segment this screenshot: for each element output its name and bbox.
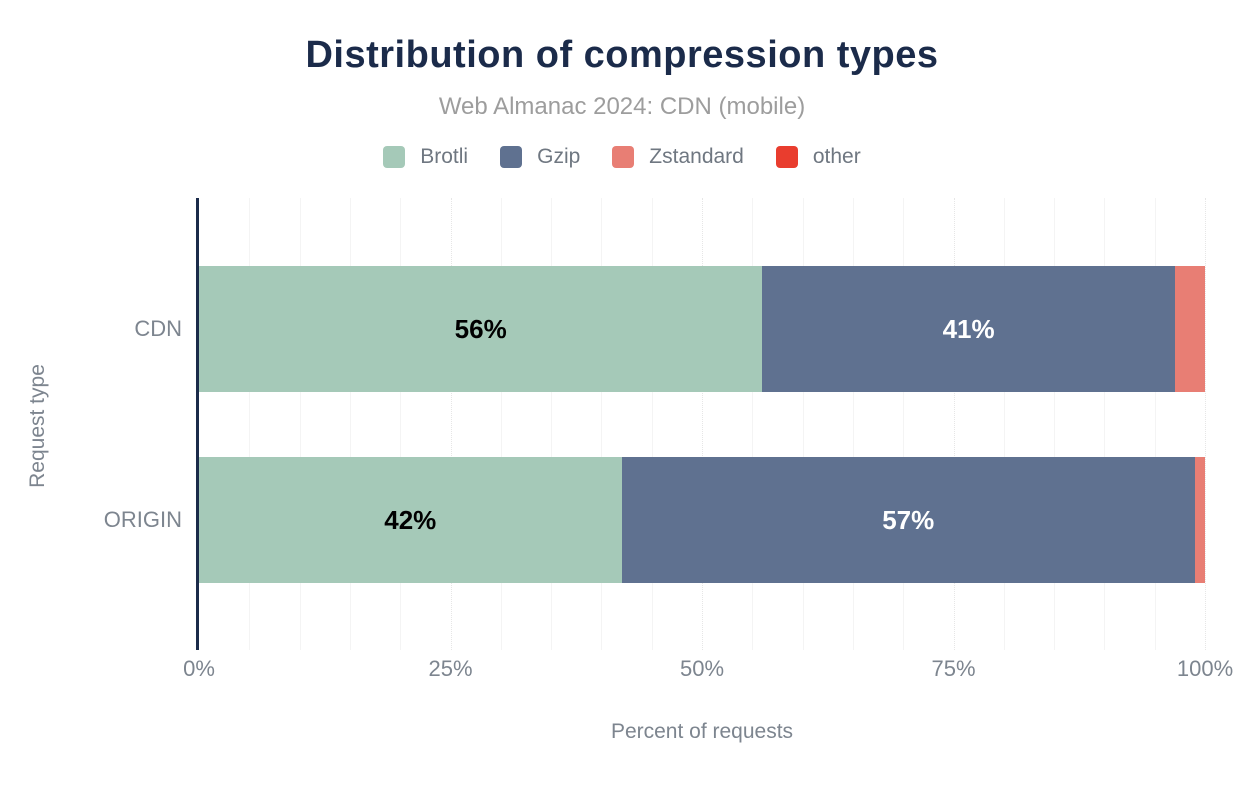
gridline-major bbox=[702, 198, 703, 650]
chart-subtitle: Web Almanac 2024: CDN (mobile) bbox=[438, 93, 806, 120]
y-axis-line bbox=[196, 198, 199, 650]
x-axis-title: Percent of requests bbox=[610, 720, 794, 743]
gridline-minor bbox=[802, 198, 804, 650]
gridline-minor bbox=[1054, 198, 1056, 650]
bar-row-cdn: CDN 56% 41% bbox=[134, 266, 1205, 392]
legend-label: Brotli bbox=[420, 145, 469, 168]
gridline-minor bbox=[752, 198, 754, 650]
legend-label: Zstandard bbox=[649, 145, 744, 168]
gridline-major bbox=[1205, 198, 1206, 650]
gridline-minor bbox=[651, 198, 653, 650]
legend-label: Gzip bbox=[537, 145, 581, 168]
bar-segment-cdn-gzip[interactable]: 41% bbox=[762, 266, 1175, 392]
x-axis-ticks: 0% 25% 50% 75% 100% bbox=[183, 656, 1233, 684]
x-tick-label: 25% bbox=[428, 656, 473, 681]
bar-value-label: 41% bbox=[942, 313, 995, 344]
bar-row-origin: ORIGIN 42% 57% bbox=[104, 457, 1205, 583]
zstandard-swatch-icon bbox=[612, 146, 635, 168]
gridline-major bbox=[450, 198, 452, 650]
gridline-minor bbox=[1003, 198, 1005, 650]
gridline-minor bbox=[400, 198, 402, 650]
bar-value-label: 42% bbox=[384, 504, 437, 535]
legend-item-zstandard[interactable]: Zstandard bbox=[612, 145, 744, 169]
bar-segment-origin-zstandard[interactable] bbox=[1194, 457, 1205, 583]
plot-area: CDN 56% 41% ORIGIN 42% 57% bbox=[104, 198, 1206, 650]
legend-item-gzip[interactable]: Gzip bbox=[500, 145, 580, 169]
other-swatch-icon bbox=[775, 146, 798, 168]
legend-label: other bbox=[812, 145, 861, 168]
legend: Brotli Gzip Zstandard other bbox=[0, 145, 1244, 169]
bar-value-label: 57% bbox=[882, 504, 935, 535]
y-axis-title: Request type bbox=[26, 364, 49, 488]
gridline-major bbox=[953, 198, 955, 650]
category-label: CDN bbox=[134, 316, 182, 341]
x-tick-label: 100% bbox=[1176, 656, 1234, 681]
gridline-minor bbox=[903, 198, 905, 650]
bar-segment-cdn-brotli[interactable]: 56% bbox=[199, 266, 763, 392]
gridline-minor bbox=[852, 198, 854, 650]
legend-item-other[interactable]: other bbox=[775, 145, 861, 169]
x-tick-label: 50% bbox=[679, 656, 725, 681]
bar-segment-origin-gzip[interactable]: 57% bbox=[621, 457, 1195, 583]
brotli-swatch-icon bbox=[383, 146, 406, 168]
legend-item-brotli[interactable]: Brotli bbox=[383, 145, 468, 169]
gridline-minor bbox=[601, 198, 603, 650]
gridline-minor bbox=[551, 198, 553, 650]
bar-segment-origin-brotli[interactable]: 42% bbox=[199, 457, 622, 583]
gzip-swatch-icon bbox=[500, 146, 523, 168]
bar-segment-cdn-zstandard[interactable] bbox=[1174, 266, 1205, 392]
gridline-minor bbox=[299, 198, 301, 650]
x-tick-label: 75% bbox=[931, 656, 976, 681]
gridline-minor bbox=[349, 198, 351, 650]
gridline-minor bbox=[500, 198, 502, 650]
bar-value-label: 56% bbox=[454, 313, 507, 344]
gridline-minor bbox=[1104, 198, 1106, 650]
gridline-minor bbox=[249, 198, 251, 650]
category-label: ORIGIN bbox=[103, 507, 182, 532]
chart-title: Distribution of compression types bbox=[305, 34, 939, 76]
x-tick-label: 0% bbox=[183, 656, 215, 681]
gridline-minor bbox=[1154, 198, 1156, 650]
